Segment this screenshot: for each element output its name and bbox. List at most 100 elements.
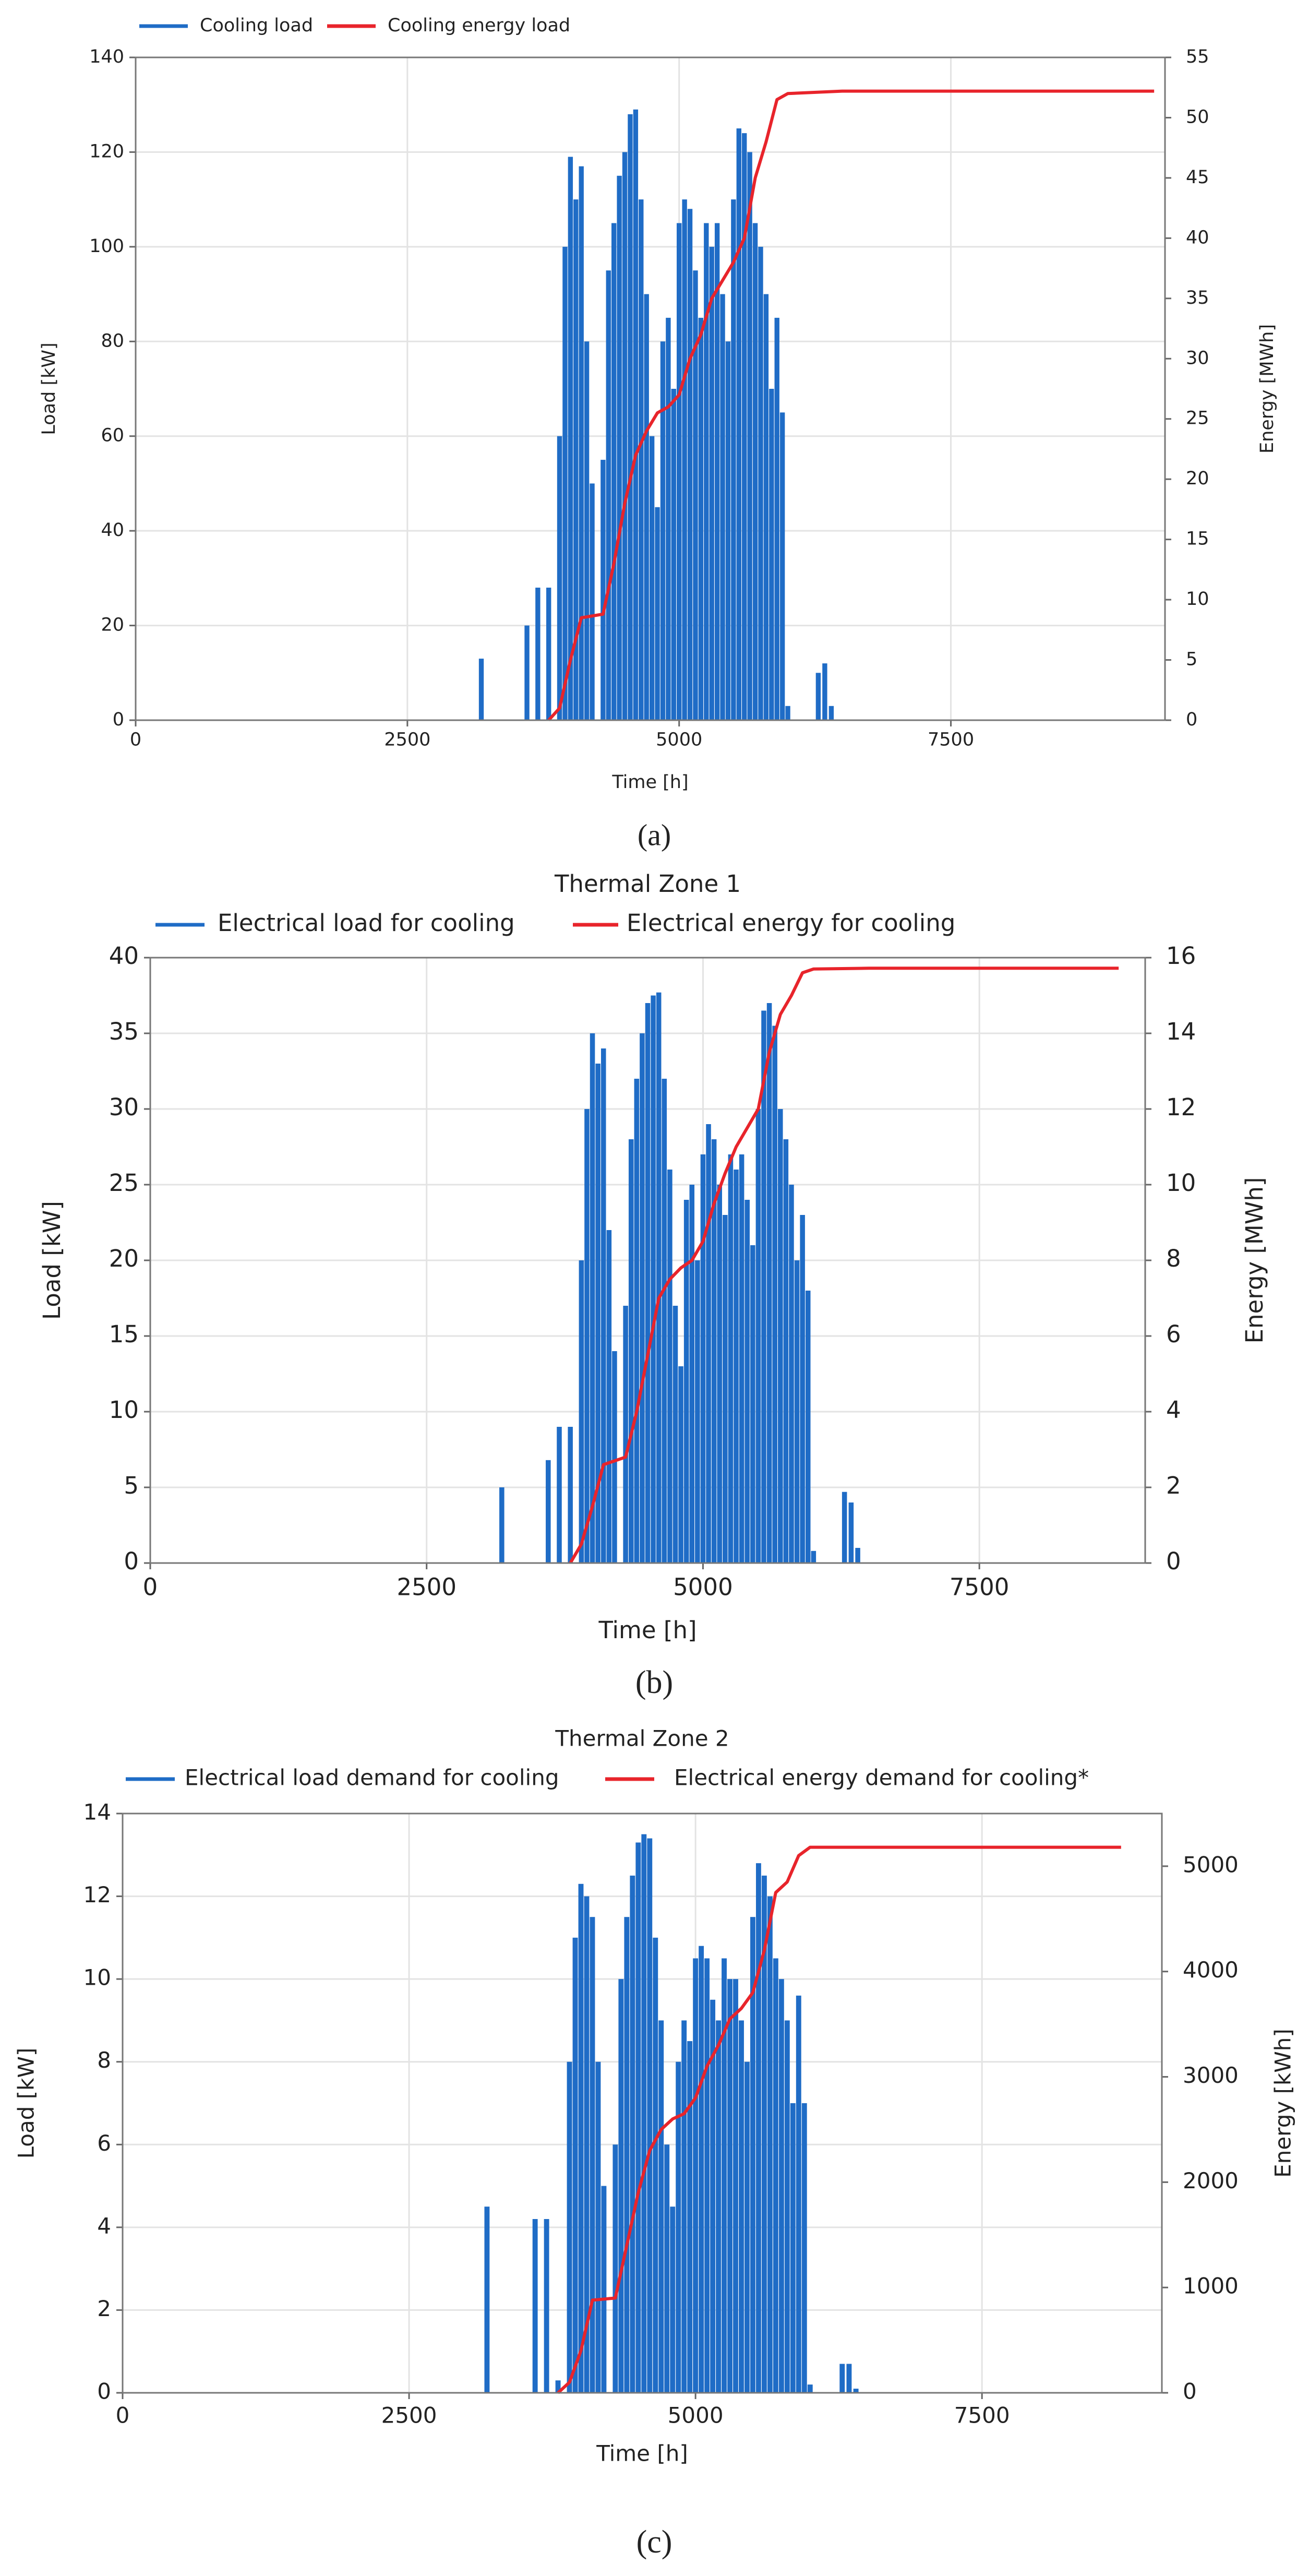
bar: [739, 1154, 744, 1563]
legend-label: Electrical load for cooling: [218, 909, 515, 937]
bar: [557, 1427, 562, 1563]
bar: [755, 1863, 761, 2393]
bar: [687, 209, 693, 720]
bar: [744, 2061, 750, 2393]
bar: [728, 1154, 734, 1563]
y2-tick-label: 45: [1186, 167, 1209, 188]
bar: [623, 1306, 628, 1563]
bar: [720, 294, 725, 720]
bar: [846, 2364, 852, 2393]
x-tick-label: 7500: [950, 1573, 1010, 1601]
bar: [573, 199, 579, 721]
bar: [655, 507, 660, 720]
bar: [590, 1033, 595, 1563]
bar: [711, 1139, 717, 1563]
bar: [785, 706, 790, 720]
bar: [710, 1999, 716, 2393]
bar: [683, 1200, 689, 1563]
bar: [595, 2061, 601, 2393]
bar: [546, 1460, 551, 1563]
bar: [790, 2103, 796, 2393]
bar: [578, 1883, 584, 2393]
y2-tick-label: 2000: [1183, 2168, 1239, 2193]
bar: [546, 588, 551, 720]
x-axis-label: Time [h]: [611, 772, 688, 793]
bar: [671, 389, 676, 720]
bar: [777, 1109, 783, 1563]
y-tick-label: 25: [109, 1169, 139, 1197]
bar: [761, 1010, 766, 1563]
bar: [617, 175, 622, 721]
y-tick-label: 6: [97, 2130, 111, 2156]
bar: [640, 1033, 645, 1563]
bar: [794, 1260, 800, 1563]
legend-label: Cooling load: [200, 15, 313, 36]
bar: [796, 1995, 801, 2393]
bar: [807, 2384, 813, 2393]
x-axis-label: Time [h]: [598, 1616, 696, 1644]
y-tick-label: 2: [97, 2296, 111, 2321]
y2-tick-label: 55: [1186, 46, 1209, 67]
x-tick-label: 5000: [656, 730, 702, 750]
y2-tick-label: 20: [1186, 468, 1209, 489]
y2-tick-label: 40: [1186, 227, 1209, 248]
y2-axis-label: Energy [MWh]: [1241, 1177, 1268, 1344]
x-tick-label: 7500: [954, 2403, 1010, 2428]
y-tick-label: 30: [109, 1093, 139, 1121]
y2-tick-label: 50: [1186, 106, 1209, 127]
bar: [590, 1917, 595, 2393]
bar: [716, 2020, 721, 2393]
bar: [789, 1185, 794, 1563]
bar: [693, 270, 698, 720]
bar: [651, 995, 656, 1563]
bar: [763, 294, 769, 720]
x-tick-label: 0: [130, 730, 141, 750]
y2-tick-label: 14: [1166, 1018, 1196, 1045]
y-tick-label: 10: [109, 1396, 139, 1424]
y-tick-label: 40: [109, 942, 139, 970]
bar: [769, 389, 774, 720]
bar: [736, 128, 741, 721]
bar: [635, 1842, 641, 2393]
y2-tick-label: 10: [1186, 589, 1209, 610]
bar: [601, 2186, 607, 2393]
bar: [766, 1003, 772, 1563]
bar: [739, 2020, 744, 2393]
y2-tick-label: 10: [1166, 1169, 1196, 1197]
y-tick-label: 120: [89, 141, 124, 162]
bar: [532, 2219, 538, 2393]
bar: [641, 1834, 647, 2393]
y2-tick-label: 5: [1186, 649, 1197, 670]
bar: [611, 223, 617, 720]
y2-tick-label: 1000: [1183, 2273, 1239, 2299]
bar: [811, 1551, 816, 1563]
y2-tick-label: 5000: [1183, 1852, 1239, 1877]
bar: [704, 1958, 710, 2393]
y-tick-label: 80: [101, 330, 124, 351]
bar: [805, 1291, 811, 1563]
y-tick-label: 60: [101, 425, 124, 446]
bar: [568, 157, 573, 720]
caption: (b): [635, 1665, 673, 1700]
y2-tick-label: 35: [1186, 288, 1209, 308]
y2-tick-label: 4: [1166, 1396, 1181, 1424]
bar: [822, 663, 827, 720]
x-tick-label: 5000: [668, 2403, 724, 2428]
y-tick-label: 5: [124, 1472, 139, 1499]
bar: [658, 2020, 664, 2393]
y-tick-label: 15: [109, 1320, 139, 1348]
bar: [700, 1154, 706, 1563]
x-tick-label: 2500: [381, 2403, 437, 2428]
bar: [855, 1548, 860, 1563]
y2-tick-label: 0: [1183, 2379, 1197, 2404]
bar: [606, 1230, 612, 1563]
bar: [687, 2041, 693, 2393]
y-tick-label: 40: [101, 520, 124, 541]
bar: [662, 1079, 667, 1563]
bar: [535, 588, 541, 720]
bar: [848, 1502, 854, 1563]
bar: [678, 1366, 683, 1563]
bar: [853, 2389, 859, 2393]
bar: [733, 1979, 738, 2393]
